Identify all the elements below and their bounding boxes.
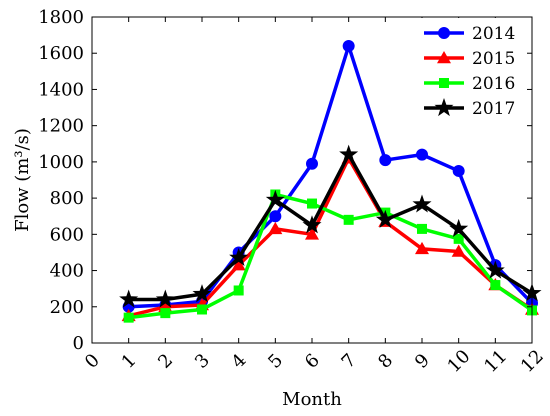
data-point-2016-1 xyxy=(123,312,134,323)
data-point-2016-3 xyxy=(197,304,207,315)
legend: 2014 2015 2016 2017 xyxy=(420,18,526,120)
series-line-2014 xyxy=(128,44,534,309)
y-tick-label: 600 xyxy=(50,224,84,245)
legend-entry-2016: 2016 xyxy=(424,74,515,94)
y-tick-label: 0 xyxy=(73,333,84,354)
data-point-2017-3 xyxy=(192,284,212,303)
data-point-2014-7 xyxy=(342,39,355,52)
data-point-2017-9 xyxy=(412,194,432,213)
data-point-2017-8 xyxy=(375,209,395,228)
data-point-2016-4 xyxy=(233,285,244,296)
legend-entry-2014: 2014 xyxy=(424,24,515,44)
x-axis-title: Month xyxy=(282,389,342,410)
legend-entry-2017: 2017 xyxy=(424,98,515,119)
legend-label: 2016 xyxy=(472,74,515,94)
y-tick-label: 1000 xyxy=(38,152,84,173)
x-tick-label: 0 xyxy=(81,350,104,373)
y-tick-label: 400 xyxy=(50,261,84,282)
data-point-2016-9 xyxy=(417,223,427,234)
data-point-2017-6 xyxy=(302,215,322,234)
data-point-2017-11 xyxy=(485,260,505,279)
data-point-2016-7 xyxy=(343,214,354,225)
series-2017 xyxy=(119,144,542,308)
y-tick-label: 1800 xyxy=(38,7,84,28)
data-point-2014-5 xyxy=(269,210,282,223)
x-tick-label: 2 xyxy=(154,350,177,373)
data-point-2017-7 xyxy=(339,144,359,163)
data-point-2016-11 xyxy=(490,280,501,291)
series-line-2015 xyxy=(128,156,533,318)
data-point-2014-9 xyxy=(416,148,428,161)
data-point-2015-9 xyxy=(415,241,429,255)
data-point-2016-2 xyxy=(160,308,171,319)
x-tick-label: 12 xyxy=(517,346,548,377)
data-point-2016-6 xyxy=(307,198,317,209)
x-tick-label: 11 xyxy=(480,346,511,377)
data-point-2017-1 xyxy=(119,289,139,308)
data-point-2017-10 xyxy=(449,218,469,237)
data-point-2017-2 xyxy=(155,289,175,308)
data-point-2016-10 xyxy=(453,233,464,244)
y-tick-label: 1200 xyxy=(38,116,84,137)
series-line-2016 xyxy=(128,192,533,320)
data-point-2017-5 xyxy=(265,189,285,209)
y-tick-label: 200 xyxy=(50,297,84,318)
legend-label: 2014 xyxy=(472,24,515,44)
data-point-2015-4 xyxy=(231,258,246,271)
x-tick-label: 9 xyxy=(411,350,434,373)
data-point-2015-6 xyxy=(305,227,319,240)
x-tick-label: 10 xyxy=(443,346,474,377)
y-tick-label: 1600 xyxy=(38,43,84,64)
legend-background xyxy=(420,18,526,120)
legend-marker xyxy=(438,27,450,39)
x-tick-label: 8 xyxy=(374,350,397,373)
data-point-2014-8 xyxy=(379,154,392,167)
data-point-2015-10 xyxy=(451,244,466,257)
legend-marker xyxy=(437,51,451,64)
legend-marker xyxy=(434,98,454,117)
data-point-2015-5 xyxy=(268,221,283,235)
data-point-2014-6 xyxy=(306,157,318,170)
x-tick-label: 7 xyxy=(338,350,361,373)
data-point-2014-10 xyxy=(452,164,465,177)
y-tick-label: 800 xyxy=(50,188,84,209)
x-tick-label: 4 xyxy=(228,350,251,373)
legend-marker xyxy=(439,78,449,88)
series-layer xyxy=(119,39,542,323)
y-axis-title: Flow (m³/s) xyxy=(12,128,33,232)
x-tick-label: 1 xyxy=(118,350,141,373)
series-line-2017 xyxy=(128,152,533,302)
y-tick-label: 1400 xyxy=(38,79,84,100)
data-point-2017-4 xyxy=(229,247,249,266)
x-tick-label: 3 xyxy=(191,350,214,373)
legend-label: 2015 xyxy=(472,49,515,69)
x-tick-label: 6 xyxy=(301,350,324,373)
legend-entry-2015: 2015 xyxy=(424,49,515,69)
legend-label: 2017 xyxy=(472,99,515,119)
x-tick-label: 5 xyxy=(264,350,287,373)
